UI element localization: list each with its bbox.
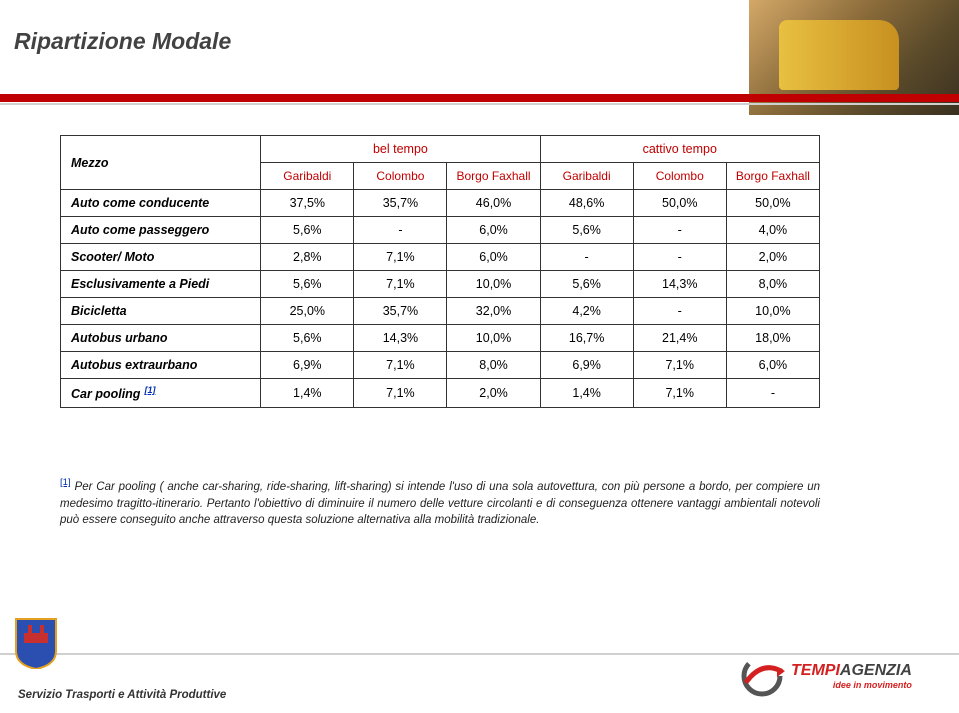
table-cell: 16,7% xyxy=(540,325,633,352)
brand-swoosh-icon xyxy=(739,653,785,699)
row-label: Bicicletta xyxy=(61,298,261,325)
crest-logo xyxy=(14,617,58,669)
row-label: Esclusivamente a Piedi xyxy=(61,271,261,298)
column-group-bel-tempo: bel tempo xyxy=(261,136,540,163)
table-cell: 35,7% xyxy=(354,298,447,325)
column-header-mezzo: Mezzo xyxy=(61,136,261,190)
footnote: [1] Per Car pooling ( anche car-sharing,… xyxy=(60,476,820,529)
table-cell: 4,0% xyxy=(726,217,819,244)
table-cell: 14,3% xyxy=(354,325,447,352)
table-cell: 5,6% xyxy=(261,325,354,352)
divider-red xyxy=(0,94,959,102)
table-cell: 37,5% xyxy=(261,190,354,217)
table-cell: 8,0% xyxy=(726,271,819,298)
table-cell: 8,0% xyxy=(447,352,540,379)
table-row: Scooter/ Moto2,8%7,1%6,0%--2,0% xyxy=(61,244,820,271)
table-cell: - xyxy=(354,217,447,244)
footer-service-text: Servizio Trasporti e Attività Produttive xyxy=(18,689,226,701)
table-cell: 50,0% xyxy=(726,190,819,217)
row-label: Auto come conducente xyxy=(61,190,261,217)
table-cell: - xyxy=(633,217,726,244)
table-cell: 7,1% xyxy=(354,352,447,379)
footnote-text: Per Car pooling ( anche car-sharing, rid… xyxy=(60,481,820,526)
table-cell: 10,0% xyxy=(447,271,540,298)
column-header: Borgo Faxhall xyxy=(447,163,540,190)
table-cell: 7,1% xyxy=(354,244,447,271)
row-label: Auto come passeggero xyxy=(61,217,261,244)
table-row: Autobus extraurbano6,9%7,1%8,0%6,9%7,1%6… xyxy=(61,352,820,379)
table-row: Esclusivamente a Piedi5,6%7,1%10,0%5,6%1… xyxy=(61,271,820,298)
table-cell: 5,6% xyxy=(261,217,354,244)
column-header: Garibaldi xyxy=(540,163,633,190)
table-cell: 1,4% xyxy=(540,379,633,408)
table-cell: 6,0% xyxy=(447,217,540,244)
brand-tagline: idee in movimento xyxy=(833,680,912,690)
table-cell: 1,4% xyxy=(261,379,354,408)
table-cell: 7,1% xyxy=(354,379,447,408)
table-cell: 7,1% xyxy=(633,379,726,408)
table-cell: 2,0% xyxy=(447,379,540,408)
brand-logo: TEMPIAGENZIA idee in movimento xyxy=(739,653,939,699)
table-cell: 10,0% xyxy=(447,325,540,352)
footnote-ref: [1] xyxy=(144,385,155,395)
table-cell: - xyxy=(540,244,633,271)
table-cell: 5,6% xyxy=(540,217,633,244)
modal-split-table: Mezzo bel tempo cattivo tempo Garibaldi … xyxy=(60,135,820,408)
table-cell: 6,9% xyxy=(540,352,633,379)
row-label: Autobus urbano xyxy=(61,325,261,352)
brand-name: TEMPIAGENZIA xyxy=(791,662,912,680)
table-cell: 10,0% xyxy=(726,298,819,325)
table-cell: 25,0% xyxy=(261,298,354,325)
table-cell: 6,9% xyxy=(261,352,354,379)
brand-tempi: TEMPI xyxy=(791,662,840,679)
brand-text: TEMPIAGENZIA idee in movimento xyxy=(791,662,912,690)
column-header: Garibaldi xyxy=(261,163,354,190)
table-cell: 46,0% xyxy=(447,190,540,217)
table-cell: - xyxy=(633,244,726,271)
table-cell: 2,0% xyxy=(726,244,819,271)
table-row: Auto come conducente37,5%35,7%46,0%48,6%… xyxy=(61,190,820,217)
divider-gray xyxy=(0,103,959,105)
row-label: Autobus extraurbano xyxy=(61,352,261,379)
table-cell: 18,0% xyxy=(726,325,819,352)
table-header-group: Mezzo bel tempo cattivo tempo xyxy=(61,136,820,163)
table-cell: 6,0% xyxy=(726,352,819,379)
table-row: Bicicletta25,0%35,7%32,0%4,2%-10,0% xyxy=(61,298,820,325)
table-cell: 7,1% xyxy=(354,271,447,298)
modal-split-table-wrap: Mezzo bel tempo cattivo tempo Garibaldi … xyxy=(60,135,820,408)
column-group-cattivo-tempo: cattivo tempo xyxy=(540,136,819,163)
table-cell: 5,6% xyxy=(261,271,354,298)
table-cell: 2,8% xyxy=(261,244,354,271)
table-row: Autobus urbano5,6%14,3%10,0%16,7%21,4%18… xyxy=(61,325,820,352)
table-cell: 48,6% xyxy=(540,190,633,217)
table-cell: 6,0% xyxy=(447,244,540,271)
table-cell: 32,0% xyxy=(447,298,540,325)
table-cell: 14,3% xyxy=(633,271,726,298)
column-header: Colombo xyxy=(633,163,726,190)
table-cell: - xyxy=(726,379,819,408)
column-header: Colombo xyxy=(354,163,447,190)
column-header: Borgo Faxhall xyxy=(726,163,819,190)
table-cell: 4,2% xyxy=(540,298,633,325)
footnote-sup: [1] xyxy=(60,477,71,488)
table-row: Car pooling[1]1,4%7,1%2,0%1,4%7,1%- xyxy=(61,379,820,408)
row-label: Car pooling[1] xyxy=(61,379,261,408)
table-cell: 50,0% xyxy=(633,190,726,217)
table-cell: 21,4% xyxy=(633,325,726,352)
table-cell: - xyxy=(633,298,726,325)
brand-agenzia: AGENZIA xyxy=(840,662,912,679)
table-cell: 5,6% xyxy=(540,271,633,298)
page-title: Ripartizione Modale xyxy=(14,28,231,55)
row-label: Scooter/ Moto xyxy=(61,244,261,271)
table-cell: 35,7% xyxy=(354,190,447,217)
table-body: Auto come conducente37,5%35,7%46,0%48,6%… xyxy=(61,190,820,408)
table-cell: 7,1% xyxy=(633,352,726,379)
table-row: Auto come passeggero5,6%-6,0%5,6%-4,0% xyxy=(61,217,820,244)
